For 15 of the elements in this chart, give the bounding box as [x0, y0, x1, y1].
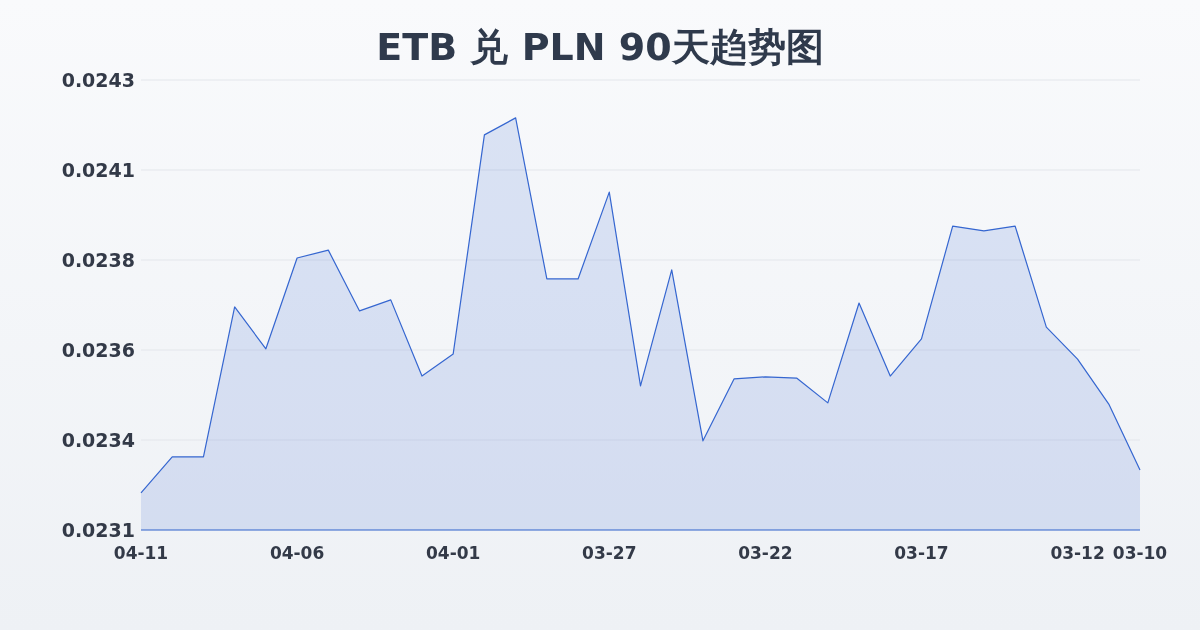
- y-tick-label: 0.0231: [61, 519, 135, 541]
- x-tick-label: 03-10: [1112, 543, 1168, 563]
- x-tick-label: 04-11: [113, 543, 169, 563]
- y-tick-label: 0.0236: [61, 339, 135, 361]
- x-tick-label: 03-27: [582, 543, 637, 563]
- y-tick-label: 0.0243: [61, 69, 135, 91]
- x-tick-label: 03-22: [738, 543, 793, 563]
- x-tick-label: 04-01: [426, 543, 481, 563]
- x-tick-label: 04-06: [269, 543, 325, 563]
- y-tick-label: 0.0234: [61, 429, 135, 451]
- chart-title: ETB 兑 PLN 90天趋势图: [376, 25, 824, 69]
- x-tick-label: 03-12: [1050, 543, 1105, 563]
- y-tick-label: 0.0241: [61, 159, 135, 181]
- y-tick-label: 0.0238: [61, 249, 135, 271]
- x-tick-label: 03-17: [894, 543, 949, 563]
